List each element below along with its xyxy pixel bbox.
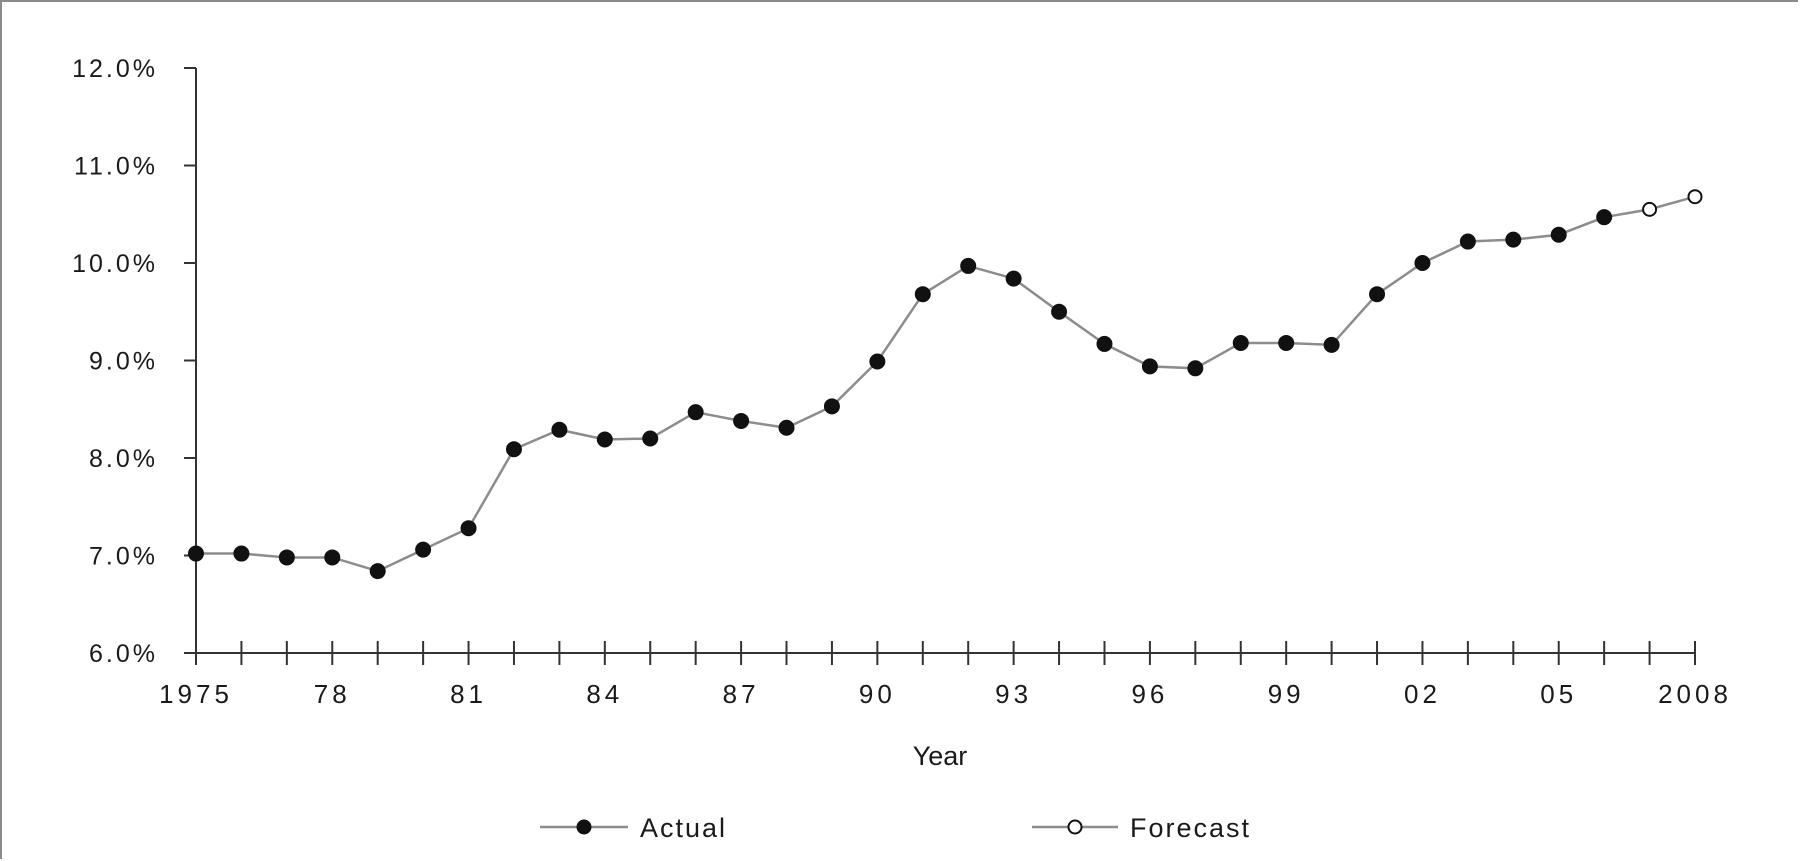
actual-point xyxy=(188,545,204,562)
actual-point xyxy=(1550,226,1567,243)
x-tick-label: 81 xyxy=(450,679,487,709)
x-axis-title: Year xyxy=(913,741,968,771)
legend-actual-label: Actual xyxy=(640,813,727,843)
legend-forecast-marker xyxy=(1067,819,1083,835)
actual-point xyxy=(1187,360,1204,377)
actual-point xyxy=(823,398,840,415)
y-tick-label: 7.0% xyxy=(89,543,158,571)
actual-point xyxy=(869,353,886,370)
x-tick-label: 87 xyxy=(723,679,760,709)
x-tick-label: 78 xyxy=(314,679,351,709)
legend: Actual Forecast xyxy=(540,813,1251,843)
actual-point xyxy=(505,441,522,458)
x-tick-label: 2008 xyxy=(1658,679,1732,709)
actual-point xyxy=(369,563,386,580)
actual-point xyxy=(1596,209,1613,226)
y-tick-label: 6.0% xyxy=(89,640,158,668)
x-axis-ticks: 1975 78 81 84 87 90 93 96 99 02 05 2008 xyxy=(159,641,1732,709)
x-tick-label: 84 xyxy=(586,679,623,709)
legend-actual-marker xyxy=(576,819,592,835)
actual-point xyxy=(1278,334,1295,351)
x-tick-label: 02 xyxy=(1404,679,1441,709)
actual-point xyxy=(733,412,750,429)
x-tick-label: 05 xyxy=(1540,679,1577,709)
x-tick-label: 96 xyxy=(1131,679,1168,709)
actual-point xyxy=(1323,336,1340,353)
actual-point xyxy=(415,541,432,558)
actual-point xyxy=(1005,270,1022,287)
actual-point xyxy=(1414,255,1431,271)
y-tick-label: 11.0% xyxy=(74,153,158,181)
series-line xyxy=(196,195,1696,573)
x-tick-label: 1975 xyxy=(159,679,233,709)
y-tick-label: 9.0% xyxy=(89,348,158,376)
series-layer xyxy=(188,189,1703,580)
y-tick-label: 10.0% xyxy=(72,250,158,278)
actual-point xyxy=(914,286,931,303)
actual-point xyxy=(778,419,795,436)
x-tick-label: 99 xyxy=(1268,679,1305,709)
actual-point xyxy=(1051,303,1068,320)
actual-point xyxy=(642,430,659,447)
x-tick-label: 90 xyxy=(859,679,896,709)
y-axis-ticks: 6.0% 7.0% 8.0% 9.0% 10.0% 11.0% 12.0% xyxy=(72,55,196,668)
actual-point xyxy=(460,520,477,537)
actual-point xyxy=(233,545,250,562)
y-tick-label: 8.0% xyxy=(89,445,158,473)
y-tick-label: 12.0% xyxy=(72,55,158,83)
actual-point xyxy=(1096,335,1113,352)
actual-point xyxy=(551,421,568,438)
actual-point xyxy=(1141,358,1158,375)
actual-point xyxy=(1505,231,1522,248)
forecast-point xyxy=(1687,189,1703,205)
actual-point xyxy=(1369,286,1386,303)
actual-point xyxy=(278,549,295,566)
actual-point xyxy=(1232,334,1249,351)
chart-axes xyxy=(195,68,1695,654)
actual-point xyxy=(960,257,977,274)
actual-point xyxy=(596,431,613,448)
forecast-point xyxy=(1642,201,1658,217)
legend-forecast-label: Forecast xyxy=(1130,813,1251,843)
x-tick-label: 93 xyxy=(995,679,1032,709)
actual-point xyxy=(324,549,341,566)
actual-point xyxy=(1459,233,1476,250)
actual-point xyxy=(687,404,704,421)
